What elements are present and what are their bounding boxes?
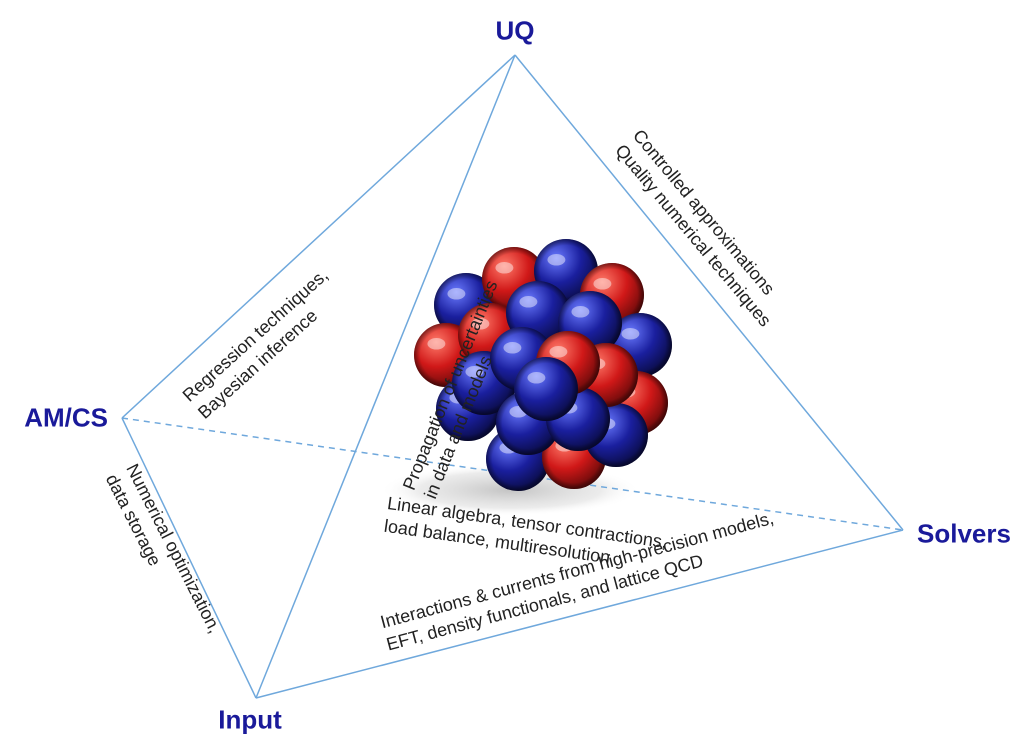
nucleon-8: [486, 427, 550, 491]
nucleon-2: [534, 239, 598, 303]
nucleon-14: [574, 343, 638, 407]
vertex-input: Input: [218, 705, 282, 736]
edge-label-amcs-input: Numerical optimization, data storage: [101, 460, 226, 647]
vertex-amcs: AM/CS: [24, 403, 108, 434]
nucleus-shadow-layer: [0, 0, 1024, 750]
nucleon-17: [546, 387, 610, 451]
tetrahedron-edges: [0, 0, 1024, 750]
nucleon-19: [536, 331, 600, 395]
nucleon-9: [542, 425, 606, 489]
nucleon-13: [558, 291, 622, 355]
nucleon-4: [608, 313, 672, 377]
nucleus: [0, 0, 1024, 750]
nucleon-10: [584, 403, 648, 467]
nucleon-20: [514, 357, 578, 421]
nucleon-3: [580, 263, 644, 327]
edge-label-uq-input: Propagation of uncertainties in data and…: [398, 277, 524, 502]
vertex-uq: UQ: [496, 16, 535, 47]
diagram-root: UQ AM/CS Solvers Input Regression techni…: [0, 0, 1024, 750]
nucleon-7: [604, 371, 668, 435]
edge-label-uq-amcs: Regression techniques, Bayesian inferenc…: [178, 264, 348, 423]
edge-label-uq-solvers: Controlled approximations Quality numeri…: [611, 125, 794, 331]
nucleon-16: [496, 391, 560, 455]
vertex-solvers: Solvers: [917, 519, 1011, 550]
edge-uq-solvers: [515, 55, 903, 530]
